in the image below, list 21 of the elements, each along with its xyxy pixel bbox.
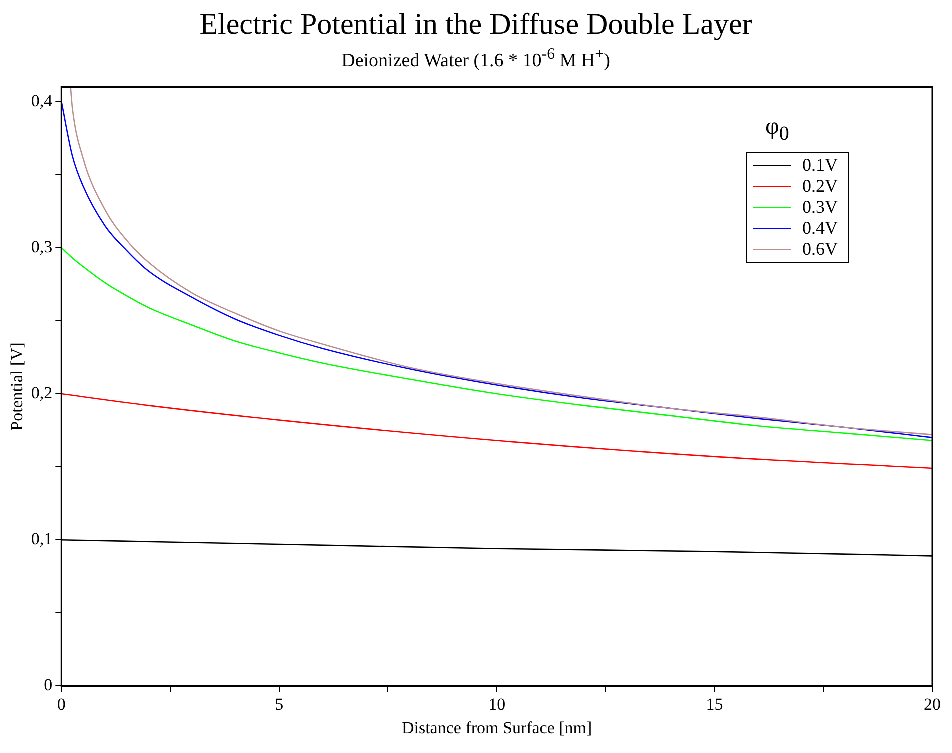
legend-label: 0.2V: [802, 176, 838, 198]
y-tick-label: 0,1: [31, 530, 53, 549]
y-axis-title: Potential [V]: [8, 342, 27, 432]
x-tick-label: 5: [275, 695, 284, 714]
x-tick-label: 10: [488, 695, 506, 714]
legend-label: 0.4V: [802, 218, 838, 240]
y-tick-label: 0: [44, 676, 53, 695]
y-tick-label: 0,4: [31, 92, 54, 111]
legend-title: φ$_{0}$: [766, 114, 790, 146]
legend-label: 0.3V: [802, 197, 838, 218]
legend-label: 0.1V: [802, 155, 838, 176]
x-axis-title: Distance from Surface [nm]: [402, 718, 592, 738]
y-tick-label: 0,3: [31, 238, 53, 257]
x-tick-label: 20: [924, 695, 941, 714]
line-series: [62, 394, 932, 470]
y-tick-label: 0,2: [31, 384, 53, 403]
x-tick-label: 0: [57, 695, 66, 714]
x-tick-label: 15: [706, 695, 724, 714]
chart-subtitle: Deionized Water (1.6 * 10$^{-6}$ M H$^{+}$): [340, 45, 612, 74]
chart-title: Electric Potential in the Diffuse Double Layer: [198, 8, 754, 42]
legend-label: 0.6V: [802, 239, 838, 260]
